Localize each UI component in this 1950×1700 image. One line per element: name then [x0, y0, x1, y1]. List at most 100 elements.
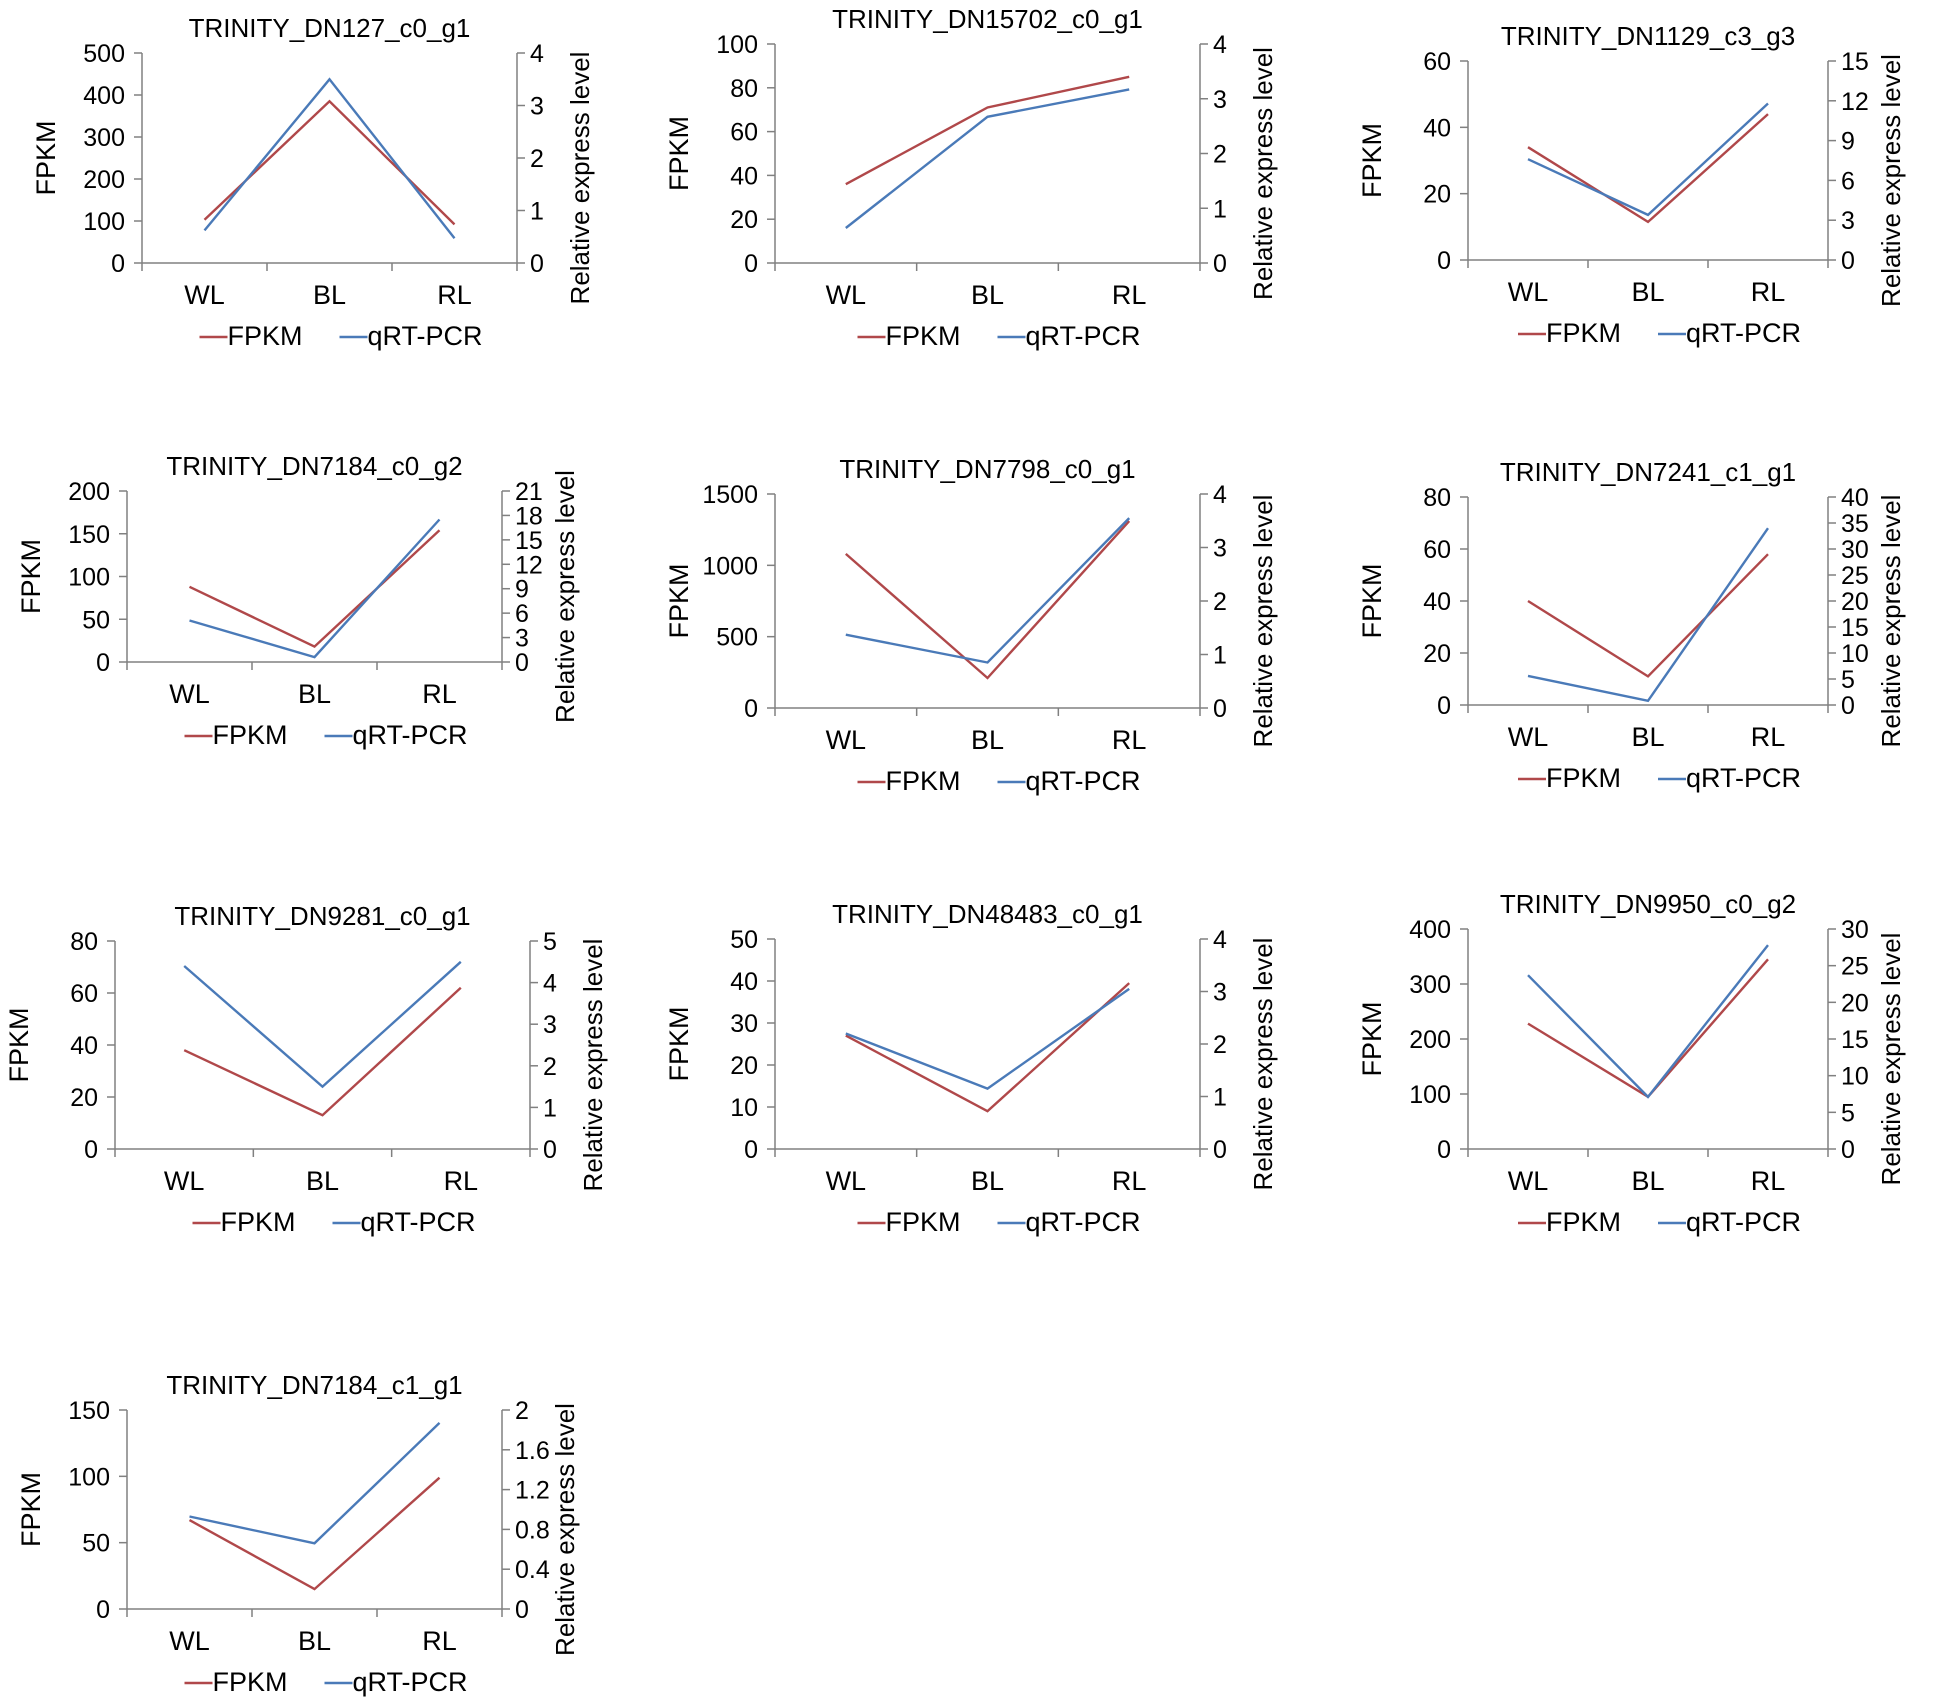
y-tick-label-left: 200	[68, 478, 110, 506]
y-tick-label-left: 150	[68, 1397, 110, 1425]
legend-label-fpkm: FPKM	[886, 321, 961, 351]
y-tick-label-left: 0	[96, 649, 110, 677]
y-tick-label-left: 20	[730, 206, 758, 234]
legend-label-qrt-pcr: qRT-PCR	[1026, 766, 1141, 796]
y-tick-label-left: 1500	[702, 481, 758, 509]
x-tick-label: BL	[971, 725, 1004, 755]
y-tick-label-right: 35	[1841, 510, 1869, 538]
y-tick-label-right: 4	[543, 970, 557, 998]
y-tick-label-left: 60	[730, 119, 758, 147]
y-tick-label-left: 400	[83, 82, 125, 110]
x-tick-label: BL	[1631, 277, 1664, 307]
chart-title: TRINITY_DN7241_c1_g1	[1500, 457, 1796, 487]
y-tick-label-right: 2	[543, 1053, 557, 1081]
y-tick-label-right: 1	[1213, 195, 1227, 223]
y-tick-label-right: 9	[1841, 128, 1855, 156]
x-tick-label: RL	[422, 1626, 457, 1656]
chart-panel-10: TRINITY_DN7184_c1_g1 0 50 100 150 0 0.4 0.8 1.2 1…	[16, 1370, 580, 1697]
series-line-fpkm	[203, 99, 456, 226]
y-tick-label-left: 0	[744, 250, 758, 278]
chart-panel-7: TRINITY_DN9281_c0_g1 0 20 40 60 80 0 1 2 3 4 5 WL BL R…	[4, 901, 608, 1237]
y-tick-label-left: 200	[1409, 1026, 1451, 1054]
series-line-fpkm	[1527, 958, 1769, 1099]
legend: FPKM qRT-PCR	[199, 321, 483, 351]
y-tick-label-left: 150	[68, 521, 110, 549]
y-tick-label-left: 500	[716, 624, 758, 652]
series-line-qrt-pcr	[189, 1422, 441, 1545]
y-axis-title-left: FPKM	[4, 1007, 34, 1082]
legend-label-qrt-pcr: qRT-PCR	[1686, 1207, 1801, 1237]
y-tick-label-right: 1.2	[515, 1477, 550, 1505]
x-tick-label: BL	[298, 679, 331, 709]
legend-label-fpkm: FPKM	[1546, 318, 1621, 348]
y-axis-title-right: Relative express level	[1248, 495, 1278, 748]
series-line-qrt-pcr	[845, 517, 1131, 664]
y-axis-title-right: Relative express level	[1248, 47, 1278, 300]
legend: FPKM qRT-PCR	[1518, 1207, 1801, 1237]
y-tick-label-left: 50	[82, 606, 110, 634]
y-tick-label-left: 80	[70, 928, 98, 956]
y-tick-label-right: 0	[1841, 1136, 1855, 1164]
legend: FPKM qRT-PCR	[857, 766, 1141, 796]
series-line-qrt-pcr	[1527, 527, 1769, 703]
chart-title: TRINITY_DN7184_c0_g2	[166, 451, 462, 481]
legend: FPKM qRT-PCR	[184, 1667, 468, 1697]
y-tick-label-right: 0	[515, 1596, 529, 1624]
x-tick-label: WL	[826, 280, 867, 310]
legend: FPKM qRT-PCR	[184, 720, 468, 750]
chart-panel-2: TRINITY_DN15702_c0_g1 0 20 40 60 80 100 0 1 2 3 4 WL…	[664, 4, 1278, 351]
chart-panel-4: TRINITY_DN7184_c0_g205010015020003691215…	[16, 451, 580, 750]
x-tick-label: BL	[971, 280, 1004, 310]
y-tick-label-right: 0.4	[515, 1556, 550, 1584]
legend-label-fpkm: FPKM	[221, 1207, 296, 1237]
x-tick-label: BL	[971, 1166, 1004, 1196]
chart-title: TRINITY_DN1129_c3_g3	[1501, 21, 1795, 51]
x-tick-label: RL	[1751, 722, 1786, 752]
chart-panel-3: TRINITY_DN1129_c3_g3 0 20 40 60 0 3 6 9 12 15 WL BL R…	[1357, 21, 1906, 348]
series-line-qrt-pcr	[1527, 944, 1769, 1099]
y-tick-label-right: 1	[543, 1094, 557, 1122]
legend-label-fpkm: FPKM	[886, 1207, 961, 1237]
y-tick-label-right: 2	[1213, 588, 1227, 616]
y-tick-label-left: 20	[730, 1052, 758, 1080]
y-tick-label-left: 0	[1437, 247, 1451, 275]
y-tick-label-right: 25	[1841, 562, 1869, 590]
legend-label-fpkm: FPKM	[213, 720, 288, 750]
series-line-qrt-pcr	[845, 987, 1130, 1090]
y-tick-label-left: 60	[1423, 536, 1451, 564]
x-tick-label: WL	[826, 1166, 867, 1196]
x-tick-label: WL	[169, 679, 210, 709]
y-tick-label-right: 21	[515, 478, 543, 506]
series-line-fpkm	[845, 520, 1131, 680]
chart-panel-8: TRINITY_DN48483_c0_g1 0 10 20 30 40 50 0 1 2 3 4 WL B…	[664, 899, 1278, 1237]
y-tick-label-left: 10	[730, 1094, 758, 1122]
y-tick-label-right: 4	[1213, 31, 1227, 59]
x-tick-label: BL	[298, 1626, 331, 1656]
y-tick-label-right: 1	[530, 198, 544, 226]
y-axis-title-right: Relative express level	[1876, 933, 1906, 1186]
x-tick-label: RL	[1112, 280, 1147, 310]
series-line-fpkm	[183, 986, 462, 1117]
x-tick-label: RL	[1112, 725, 1147, 755]
y-tick-label-left: 100	[716, 31, 758, 59]
legend-label-qrt-pcr: qRT-PCR	[1026, 1207, 1141, 1237]
chart-panel-5: TRINITY_DN7798_c0_g1 0 500 1000 1500 0 1 2 3 4 WL B…	[664, 454, 1278, 796]
y-axis-title-left: FPKM	[664, 1006, 694, 1081]
y-tick-label-left: 0	[111, 250, 125, 278]
y-axis-title-left: FPKM	[1357, 1001, 1387, 1076]
y-tick-label-right: 1	[1213, 642, 1227, 670]
chart-panel-9: TRINITY_DN9950_c0_g2 0 100 200 300 400 0 5 10 15 2…	[1357, 889, 1906, 1237]
chart-title: TRINITY_DN127_c0_g1	[189, 13, 471, 43]
series-line-fpkm	[845, 982, 1131, 1113]
series-line-fpkm	[1527, 113, 1769, 224]
x-tick-label: WL	[826, 725, 867, 755]
y-axis-title-left: FPKM	[664, 563, 694, 638]
y-tick-label-right: 0	[543, 1136, 557, 1164]
legend-label-qrt-pcr: qRT-PCR	[368, 321, 483, 351]
legend-label-qrt-pcr: qRT-PCR	[353, 720, 468, 750]
legend: FPKM qRT-PCR	[857, 1207, 1141, 1237]
y-tick-label-right: 20	[1841, 588, 1869, 616]
y-tick-label-right: 6	[515, 600, 529, 628]
x-tick-label: WL	[169, 1626, 210, 1656]
y-tick-label-right: 9	[515, 576, 529, 604]
